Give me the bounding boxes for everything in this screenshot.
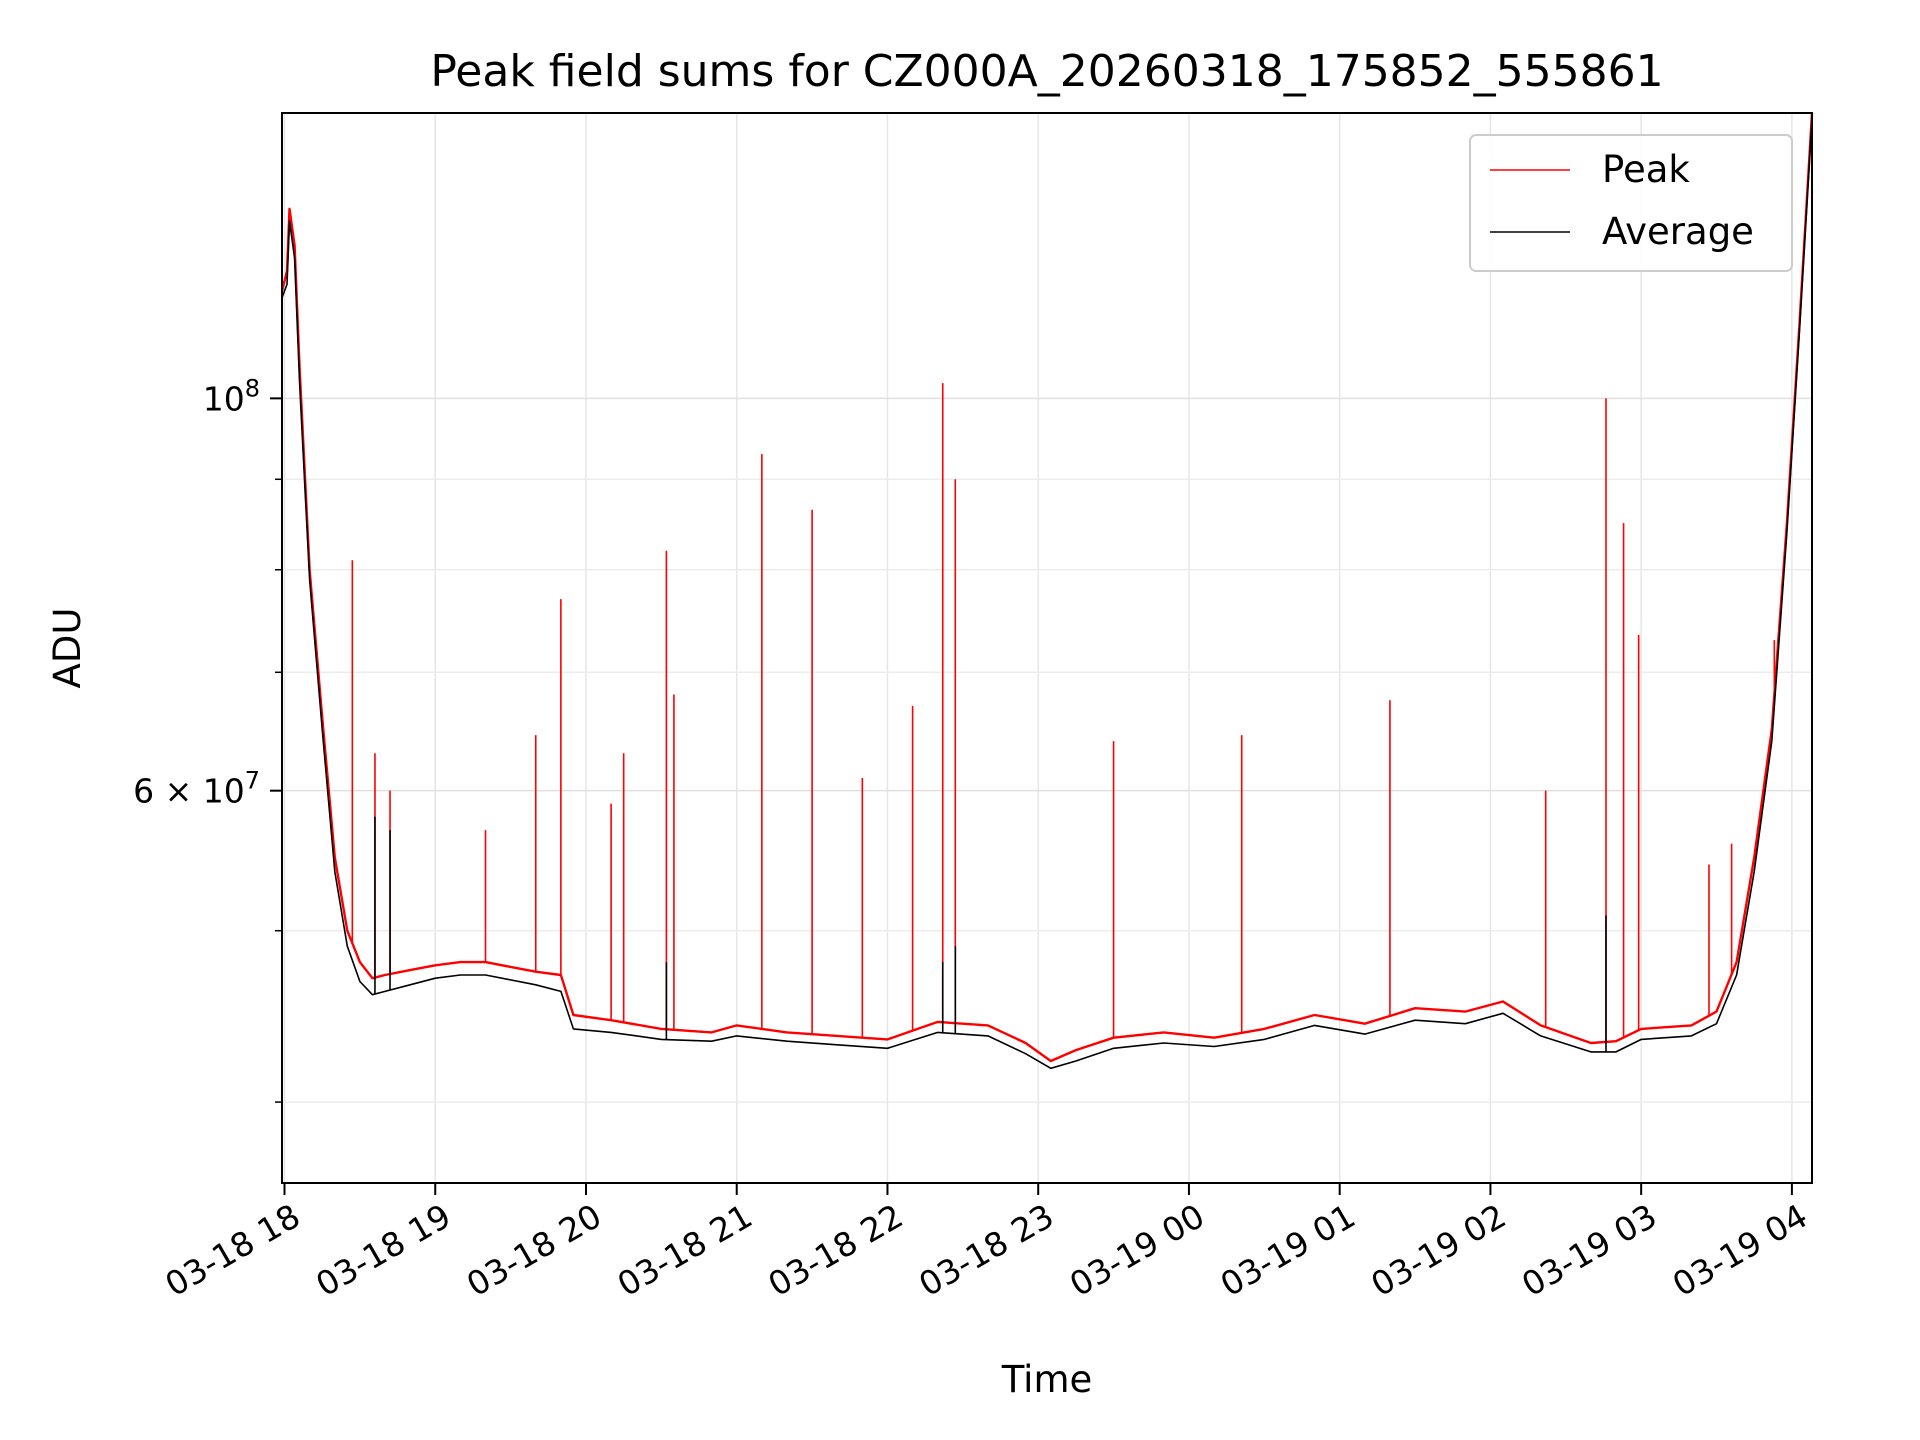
x-tick-label: 03-19 04 xyxy=(1666,1196,1814,1304)
x-tick-label: 03-18 22 xyxy=(761,1196,909,1304)
x-tick-label: 03-18 21 xyxy=(611,1196,759,1304)
x-tick-label: 03-19 00 xyxy=(1063,1196,1211,1304)
y-tick-label: 6 × 107 xyxy=(133,767,260,811)
legend: Peak Average xyxy=(1469,134,1793,272)
grid xyxy=(282,113,1812,1183)
chart-title: Peak field sums for CZ000A_20260318_1758… xyxy=(430,46,1663,97)
legend-label-average: Average xyxy=(1602,210,1754,253)
plot-frame xyxy=(281,112,1813,1184)
y-axis-title: ADU xyxy=(46,608,89,689)
x-axis: 03-18 18 03-18 19 03-18 20 03-18 21 03-18 22… xyxy=(159,1183,1814,1304)
series-line-average xyxy=(281,118,1813,1070)
legend-label-peak: Peak xyxy=(1602,148,1690,191)
x-tick-label: 03-18 18 xyxy=(159,1196,307,1304)
x-tick-label: 03-18 20 xyxy=(460,1196,608,1304)
x-tick-label: 03-18 19 xyxy=(309,1196,457,1304)
x-axis-title: Time xyxy=(1001,1358,1093,1401)
x-tick-label: 03-19 03 xyxy=(1515,1196,1663,1304)
legend-box xyxy=(1469,134,1793,272)
series-layer xyxy=(280,112,1814,1070)
series-line-peak xyxy=(280,112,1814,1063)
series-average xyxy=(281,118,1813,1070)
y-tick-label: 108 xyxy=(203,374,260,418)
series-peak xyxy=(280,112,1814,1063)
x-tick-label: 03-19 02 xyxy=(1364,1196,1512,1304)
x-tick-label: 03-18 23 xyxy=(912,1196,1060,1304)
x-tick-label: 03-19 01 xyxy=(1214,1196,1362,1304)
y-axis: 108 6 × 107 xyxy=(133,374,282,1103)
